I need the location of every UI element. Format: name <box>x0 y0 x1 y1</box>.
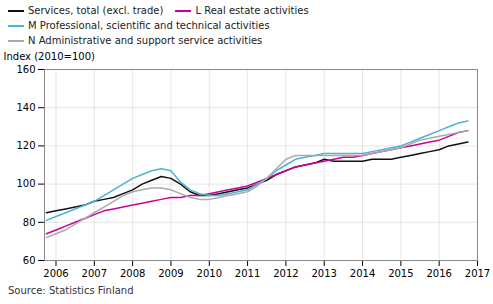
svg-text:2015: 2015 <box>388 268 413 279</box>
svg-text:80: 80 <box>23 217 36 228</box>
svg-text:2016: 2016 <box>426 268 451 279</box>
svg-text:2008: 2008 <box>120 268 145 279</box>
svg-text:2009: 2009 <box>158 268 183 279</box>
svg-text:160: 160 <box>16 64 35 75</box>
svg-text:120: 120 <box>16 140 35 151</box>
svg-text:2010: 2010 <box>197 268 222 279</box>
html-text:L Real estate activities: L Real estate activities <box>195 5 309 16</box>
svg-text:2012: 2012 <box>273 268 298 279</box>
html-text:N Administrative and support s: N Administrative and support service act… <box>28 35 263 46</box>
svg-text:2017: 2017 <box>465 268 490 279</box>
svg-text:2014: 2014 <box>350 268 375 279</box>
html-text:M Professional, scientific and: M Professional, scientific and technical… <box>28 20 270 31</box>
svg-text:Index (2010=100): Index (2010=100) <box>4 51 96 62</box>
html-text:Source: Statistics Finland: Source: Statistics Finland <box>8 285 134 296</box>
svg-text:2011: 2011 <box>235 268 260 279</box>
svg-text:2006: 2006 <box>43 268 68 279</box>
svg-text:60: 60 <box>23 255 36 266</box>
svg-text:2007: 2007 <box>82 268 107 279</box>
svg-text:2013: 2013 <box>311 268 336 279</box>
html-text:Services, total (excl. trade): Services, total (excl. trade) <box>28 5 164 16</box>
svg-text:140: 140 <box>16 102 35 113</box>
svg-text:100: 100 <box>16 178 35 189</box>
